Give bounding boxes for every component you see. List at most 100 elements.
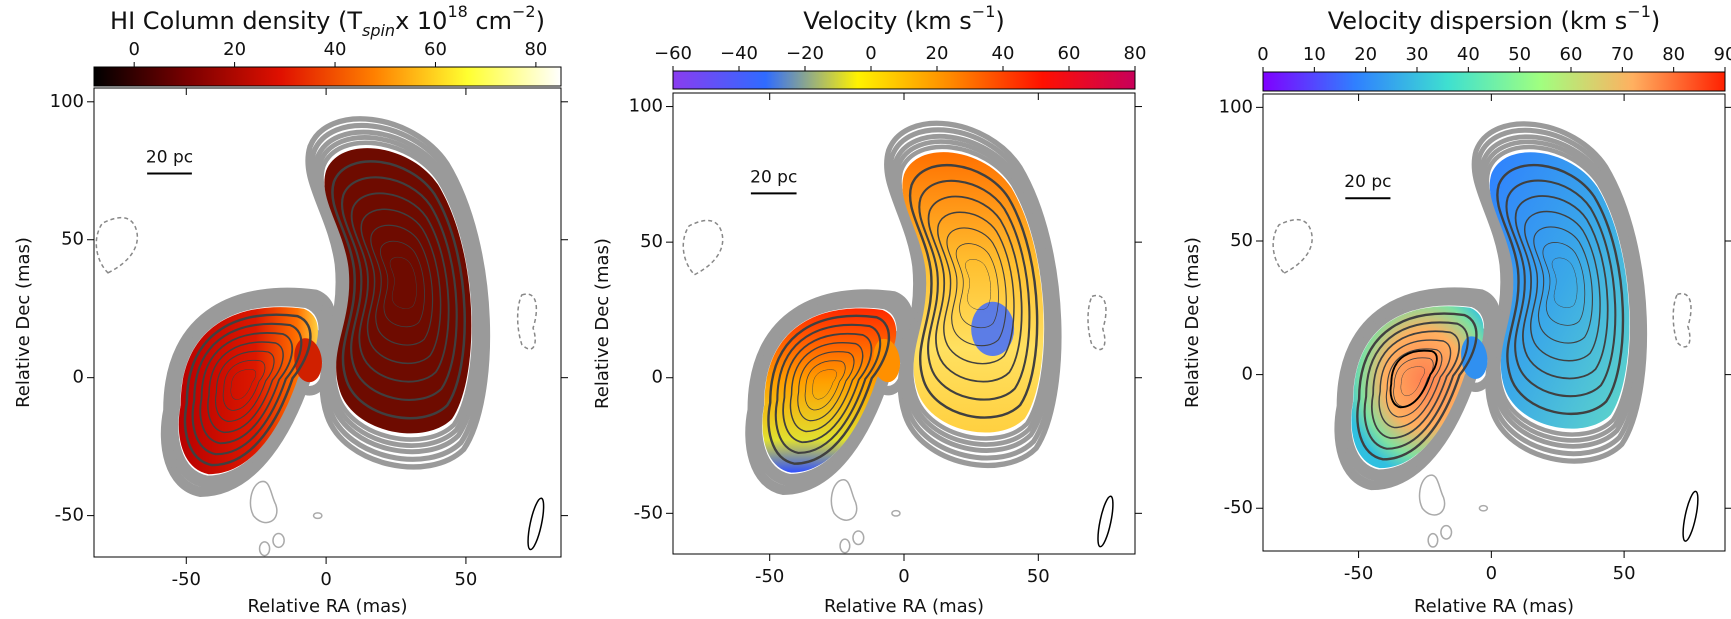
colorbar-tick-label: 90 (1714, 44, 1731, 65)
contour (250, 481, 276, 522)
colorbar-tick-label: 0 (128, 39, 139, 60)
title-part: ) (1651, 7, 1660, 35)
y-tick-label: -50 (1224, 497, 1253, 518)
colorbar-tick-label: 10 (1303, 44, 1326, 65)
colorbar-tick-label: 20 (1354, 44, 1377, 65)
colorbar-tick-label: 0 (865, 43, 876, 64)
scale-bar-label: 20 pc (146, 148, 193, 168)
y-tick-label: 100 (629, 96, 663, 117)
negative-contour (1273, 220, 1312, 273)
x-tick-label: 0 (1486, 563, 1497, 584)
title-part: x 10 (395, 7, 447, 35)
x-axis-label: Relative RA (mas) (1414, 596, 1574, 617)
colorbar-tick-label: 50 (1508, 44, 1531, 65)
title-part: −1 (972, 2, 996, 21)
colorbar-tick-label: 20 (223, 39, 246, 60)
negative-contour (683, 220, 722, 274)
y-tick-label: -50 (55, 505, 84, 526)
panel-title: HI Column density (Tspinx 1018 cm−2) (110, 2, 545, 40)
title-part: spin (362, 21, 395, 40)
y-tick-label: 100 (1219, 96, 1253, 117)
contour (314, 513, 322, 519)
colorbar-tick-label: −20 (786, 43, 824, 64)
colorbar-tick-label: −40 (720, 43, 758, 64)
title-part: ) (536, 7, 545, 35)
colorbar-tick-label: 80 (1662, 44, 1685, 65)
colorbar (93, 66, 562, 87)
x-tick-label: 50 (1613, 563, 1636, 584)
y-tick-label: 50 (61, 229, 84, 250)
colorbar-tick-label: 40 (992, 43, 1015, 64)
colorbar-tick-label: 60 (1560, 44, 1583, 65)
beam (1680, 490, 1701, 542)
panel-title: Velocity (km s−1) (803, 2, 1005, 35)
x-tick-label: 50 (1027, 566, 1050, 587)
title-part: ) (995, 7, 1004, 35)
y-tick-label: 0 (652, 367, 663, 388)
x-tick-label: -50 (755, 566, 784, 587)
x-tick-label: 0 (320, 569, 331, 590)
contour (273, 534, 284, 548)
map-area (96, 119, 547, 556)
title-part: −1 (1627, 2, 1651, 21)
x-tick-label: -50 (1344, 563, 1373, 584)
colorbar-tick-label: 60 (1058, 43, 1081, 64)
y-axis-label: Relative Dec (mas) (592, 238, 613, 409)
negative-contour (518, 294, 537, 349)
contour (1420, 475, 1445, 515)
y-axis-label: Relative Dec (mas) (1182, 237, 1203, 408)
contour (1428, 534, 1438, 547)
negative-contour (1088, 296, 1106, 350)
colorbar (1262, 71, 1726, 92)
colorbar-tick-label: 0 (1257, 44, 1268, 65)
colorbar-tick-label: 80 (524, 39, 547, 60)
x-tick-label: -50 (172, 569, 201, 590)
colorbar-tick-label: 70 (1611, 44, 1634, 65)
y-tick-label: 0 (1242, 364, 1253, 385)
colorbar-tick-label: 60 (424, 39, 447, 60)
negative-contour (1673, 294, 1691, 347)
title-part: 18 (447, 2, 467, 21)
title-part: Velocity dispersion (km s (1328, 7, 1628, 35)
map-area (683, 123, 1116, 552)
blue-patch (971, 301, 1015, 357)
beam (1095, 495, 1116, 548)
colorbar-tick-label: 30 (1406, 44, 1429, 65)
contour (1441, 526, 1452, 539)
plot-frame (1262, 93, 1726, 552)
x-tick-label: 0 (898, 566, 909, 587)
scale-bar-label: 20 pc (750, 167, 797, 187)
plot-frame (93, 87, 562, 558)
negative-contour (96, 218, 137, 273)
title-part: −2 (512, 2, 536, 21)
colorbar-tick-label: 40 (324, 39, 347, 60)
title-part: HI Column density (T (110, 7, 362, 35)
colorbar-tick-label: −60 (654, 43, 692, 64)
colorbar-tick-label: 40 (1457, 44, 1480, 65)
map-content (683, 123, 1116, 552)
contour (840, 539, 850, 553)
colorbar-tick-label: 20 (926, 43, 949, 64)
contour (892, 511, 900, 516)
contour (260, 542, 270, 556)
y-axis-label: Relative Dec (mas) (13, 237, 34, 408)
map-content (1273, 124, 1701, 547)
y-tick-label: -50 (634, 502, 663, 523)
colorbar (672, 70, 1136, 90)
beam (525, 497, 547, 551)
y-tick-label: 50 (1230, 230, 1253, 251)
x-tick-label: 50 (454, 569, 477, 590)
x-axis-label: Relative RA (mas) (247, 596, 407, 617)
y-tick-label: 0 (73, 367, 84, 388)
colorbar-tick-label: 80 (1124, 43, 1147, 64)
panel-title: Velocity dispersion (km s−1) (1328, 2, 1661, 35)
x-axis-label: Relative RA (mas) (824, 596, 984, 617)
y-tick-label: 100 (50, 91, 84, 112)
y-tick-label: 50 (640, 231, 663, 252)
contour (853, 531, 864, 545)
contour (831, 480, 856, 520)
scale-bar-label: 20 pc (1344, 172, 1391, 192)
map-area (1273, 124, 1701, 547)
